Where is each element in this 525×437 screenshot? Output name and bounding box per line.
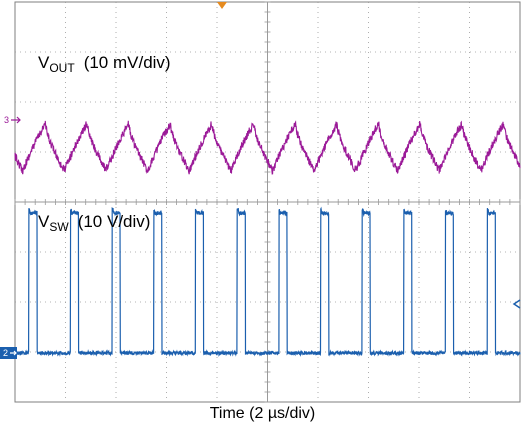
vout-trace xyxy=(14,120,521,175)
vout-scale: (10 mV/div) xyxy=(84,53,171,72)
channel-3-marker: 3 xyxy=(4,115,21,125)
channel-2-label: 2 xyxy=(3,348,8,358)
trigger-marker xyxy=(217,2,227,9)
vsw-scale: (10 V/div) xyxy=(78,212,151,231)
channel-3-label: 3 xyxy=(4,115,9,125)
grid xyxy=(14,1,521,403)
vsw-trace xyxy=(14,206,521,357)
x-axis-label: Time (2 µs/div) xyxy=(209,405,316,422)
vout-subscript: OUT xyxy=(49,61,75,75)
vsw-waveform xyxy=(14,206,521,357)
vout-name: V xyxy=(38,53,50,72)
vsw-subscript: SW xyxy=(49,220,69,234)
vsw-name: V xyxy=(38,212,50,231)
sw-trigger-level-marker xyxy=(512,299,521,309)
vsw-label: VSW (10 V/div) xyxy=(38,212,150,234)
vout-label: VOUT (10 mV/div) xyxy=(38,53,171,75)
vout-waveform xyxy=(14,120,521,175)
channel-2-marker: 2 xyxy=(0,347,17,359)
